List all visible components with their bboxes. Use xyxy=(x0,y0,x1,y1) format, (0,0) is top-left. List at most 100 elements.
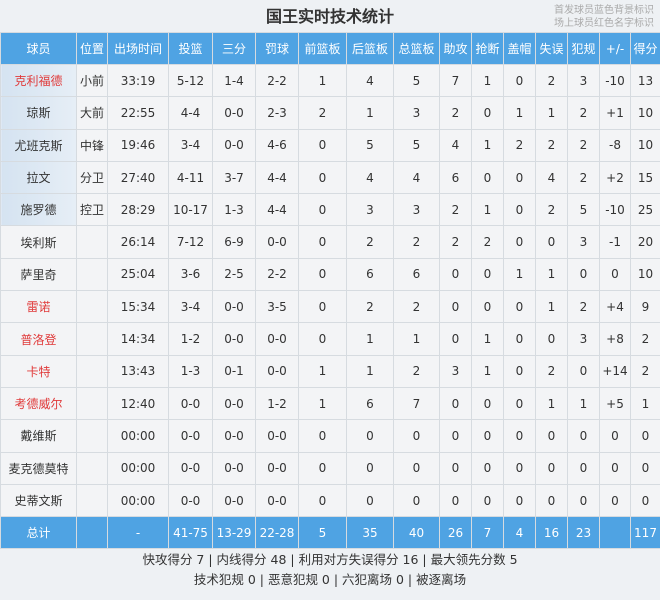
stat-cell: 1 xyxy=(503,257,536,292)
column-header[interactable]: 后篮板 xyxy=(346,32,394,65)
column-header[interactable]: 失误 xyxy=(535,32,568,65)
player-row: 史蒂文斯 00:00 0-0 0-0 0-0 0 0 0 0 0 0 0 0 0 0 xyxy=(0,483,660,518)
player-name[interactable]: 埃利斯 xyxy=(0,225,77,259)
stat-cell: 6 xyxy=(393,257,440,292)
stat-cell: 0-0 xyxy=(255,419,299,453)
stat-cell: 0 xyxy=(567,257,600,292)
stat-cell: 0-0 xyxy=(212,451,256,485)
stat-cell: 控卫 xyxy=(76,193,108,227)
stat-cell: 1-2 xyxy=(168,322,213,356)
player-name[interactable]: 卡特 xyxy=(0,354,77,388)
stat-cell: 3-4 xyxy=(168,128,213,162)
stat-cell: 10-17 xyxy=(168,193,213,227)
player-row: 琼斯 大前 22:55 4-4 0-0 2-3 2 1 3 2 0 1 1 2 +1 10 xyxy=(0,96,660,130)
player-name[interactable]: 雷诺 xyxy=(0,290,77,324)
column-header[interactable]: 犯规 xyxy=(567,32,600,65)
header-row: 球员 位置 出场时间 投篮 三分 罚球 前篮板 后篮板 总篮板 助攻 抢断 盖帽 失误 犯规 +/- 得分 xyxy=(0,32,660,65)
player-name[interactable]: 琼斯 xyxy=(0,96,77,130)
stat-cell: 4 xyxy=(535,160,568,195)
stat-cell: 小前 xyxy=(76,63,108,98)
column-header[interactable]: 三分 xyxy=(212,32,256,65)
column-header[interactable]: 罚球 xyxy=(255,32,299,65)
stat-cell: 3 xyxy=(346,193,394,227)
stat-cell: 2-2 xyxy=(255,63,299,98)
stat-cell: 4 xyxy=(393,160,440,195)
stat-cell: 3-6 xyxy=(168,257,213,292)
stat-cell: 0-0 xyxy=(255,322,299,356)
column-header[interactable]: 助攻 xyxy=(439,32,472,65)
stat-cell: 0 xyxy=(503,63,536,98)
stat-cell: 0 xyxy=(535,451,568,485)
stat-cell: +5 xyxy=(599,386,631,421)
stat-cell: 1 xyxy=(346,96,394,130)
stat-cell: 2 xyxy=(346,290,394,324)
stat-cell: 2 xyxy=(393,290,440,324)
column-header[interactable]: 总篮板 xyxy=(393,32,440,65)
stat-cell: 0 xyxy=(567,354,600,388)
stat-cell: 2 xyxy=(535,128,568,162)
total-cell: 117 xyxy=(630,516,660,550)
stat-cell: 2 xyxy=(630,322,660,356)
column-header[interactable]: 得分 xyxy=(630,32,660,65)
column-header[interactable]: 前篮板 xyxy=(298,32,347,65)
stat-cell: 0 xyxy=(471,257,504,292)
column-header[interactable]: 球员 xyxy=(0,32,77,65)
stat-cell: 2 xyxy=(439,225,472,259)
stat-cell: 大前 xyxy=(76,96,108,130)
stat-cell: 4-6 xyxy=(255,128,299,162)
stat-cell: 0 xyxy=(471,386,504,421)
stat-cell: 0 xyxy=(535,225,568,259)
stat-cell: 0 xyxy=(599,419,631,453)
stat-cell: 0 xyxy=(471,451,504,485)
column-header[interactable]: 盖帽 xyxy=(503,32,536,65)
total-cell: - xyxy=(107,516,169,550)
stat-cell: 0 xyxy=(599,257,631,292)
player-name[interactable]: 拉文 xyxy=(0,160,77,195)
player-row: 雷诺 15:34 3-4 0-0 3-5 0 2 2 0 0 0 1 2 +4 9 xyxy=(0,290,660,324)
stat-cell: 1 xyxy=(471,193,504,227)
stat-cell: 0-1 xyxy=(212,354,256,388)
player-name[interactable]: 尤班克斯 xyxy=(0,128,77,162)
stat-cell: 10 xyxy=(630,257,660,292)
stat-cell: 00:00 xyxy=(107,419,169,453)
player-name[interactable]: 史蒂文斯 xyxy=(0,483,77,518)
stat-cell: 1 xyxy=(298,354,347,388)
stat-cell: 0 xyxy=(298,193,347,227)
column-header[interactable]: 抢断 xyxy=(471,32,504,65)
player-name[interactable]: 麦克德莫特 xyxy=(0,451,77,485)
column-header[interactable]: 出场时间 xyxy=(107,32,169,65)
stat-cell: +1 xyxy=(599,96,631,130)
stat-cell: 0 xyxy=(471,160,504,195)
stat-cell: 22:55 xyxy=(107,96,169,130)
stat-cell: 1 xyxy=(471,63,504,98)
stat-cell: -8 xyxy=(599,128,631,162)
stat-cell: 00:00 xyxy=(107,451,169,485)
player-name[interactable]: 萨里奇 xyxy=(0,257,77,292)
total-cell: 13-29 xyxy=(212,516,256,550)
stat-cell: +4 xyxy=(599,290,631,324)
stat-cell: 0 xyxy=(298,483,347,518)
column-header[interactable]: +/- xyxy=(599,32,631,65)
stat-cell: 1 xyxy=(471,128,504,162)
stat-cell: 2 xyxy=(393,354,440,388)
player-name[interactable]: 考德威尔 xyxy=(0,386,77,421)
stat-cell: 33:19 xyxy=(107,63,169,98)
stat-cell: 0 xyxy=(346,483,394,518)
column-header[interactable]: 位置 xyxy=(76,32,108,65)
player-name[interactable]: 普洛登 xyxy=(0,322,77,356)
stat-cell: 2 xyxy=(535,193,568,227)
stat-cell: 0 xyxy=(503,322,536,356)
stat-cell: 13:43 xyxy=(107,354,169,388)
stat-cell: 2 xyxy=(535,63,568,98)
stat-cell: 2 xyxy=(567,96,600,130)
stat-cell: 5 xyxy=(346,128,394,162)
stat-cell: 7 xyxy=(439,63,472,98)
stat-cell: 0-0 xyxy=(212,290,256,324)
stat-cell: 1 xyxy=(298,386,347,421)
player-name[interactable]: 戴维斯 xyxy=(0,419,77,453)
column-header[interactable]: 投篮 xyxy=(168,32,213,65)
summary-line-2: 技术犯规 0 | 恶意犯规 0 | 六犯离场 0 | 被逐离场 xyxy=(193,572,467,587)
player-name[interactable]: 施罗德 xyxy=(0,193,77,227)
player-row: 克利福德 小前 33:19 5-12 1-4 2-2 1 4 5 7 1 0 2 3 -10 13 xyxy=(0,63,660,98)
player-name[interactable]: 克利福德 xyxy=(0,63,77,98)
